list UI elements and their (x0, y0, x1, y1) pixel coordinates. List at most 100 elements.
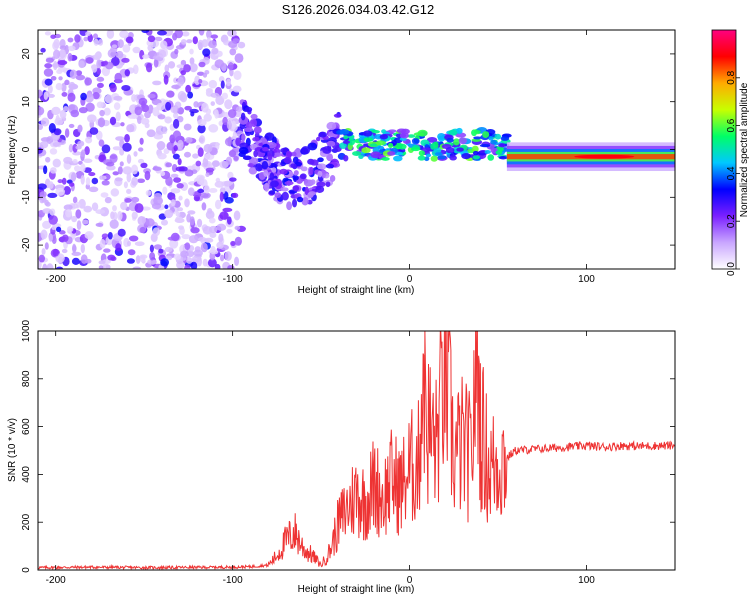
heatmap-cell (39, 141, 49, 149)
heatmap-cell (93, 38, 99, 46)
heatmap-cell (107, 254, 116, 261)
y-tick-label: 10 (21, 96, 32, 108)
heatmap-cell (388, 129, 397, 133)
heatmap-cell (117, 228, 126, 237)
heatmap-cell (167, 236, 177, 241)
heatmap-cell (183, 123, 192, 131)
heatmap-cell (182, 31, 190, 37)
x-tick-label: -100 (223, 575, 243, 586)
heatmap-cell (104, 94, 114, 104)
heatmap-cell (132, 266, 142, 269)
heatmap-cells (38, 30, 675, 269)
heatmap-cell (352, 151, 362, 156)
heatmap-cell (202, 72, 208, 78)
heatmap-cell (430, 155, 438, 162)
heatmap-cell (488, 136, 494, 141)
heatmap-y-axis-label: Frequency (Hz) (7, 116, 18, 185)
heatmap-cell (104, 196, 112, 204)
heatmap-cell (307, 192, 314, 198)
heatmap-cell (202, 258, 208, 267)
heatmap-cell (238, 146, 249, 154)
heatmap-cell (88, 186, 99, 193)
heatmap-cell (98, 38, 104, 46)
heatmap-cell (177, 106, 185, 115)
heatmap-cell (227, 264, 235, 269)
heatmap-cell (472, 150, 479, 156)
heatmap-cell (445, 146, 455, 154)
heatmap-cell (250, 113, 258, 120)
heatmap-cell (74, 201, 81, 209)
x-tick-label: 0 (407, 575, 413, 586)
heatmap-cell (178, 225, 185, 230)
heatmap-cell (343, 154, 349, 162)
heatmap-cell (144, 170, 151, 181)
heatmap-cell (110, 56, 120, 66)
heatmap-cell (456, 147, 464, 152)
heatmap-cell (59, 109, 67, 119)
x-tick-label: -200 (46, 274, 66, 285)
heatmap-cell (147, 35, 156, 43)
heatmap-cell (96, 59, 102, 70)
heatmap-cell (61, 82, 67, 93)
heatmap-cell (153, 244, 163, 250)
heatmap-cell (329, 175, 336, 182)
heatmap-cell (153, 196, 164, 206)
heatmap-cell (166, 90, 175, 98)
heatmap-cell (75, 70, 83, 76)
heatmap-cell (407, 134, 416, 138)
heatmap-cell (84, 231, 94, 240)
heatmap-cell (244, 127, 254, 132)
y-tick-label: -10 (21, 190, 32, 205)
heatmap-cell (474, 130, 481, 134)
heatmap-cell (69, 182, 75, 187)
heatmap-cell (253, 150, 258, 158)
heatmap-cell (134, 241, 145, 247)
heatmap-cell (494, 133, 502, 140)
heatmap-cell (58, 230, 66, 235)
heatmap-cell (152, 166, 162, 171)
heatmap-cell (200, 192, 211, 199)
heatmap-cell (370, 143, 378, 147)
heatmap-cell (45, 156, 51, 163)
heatmap-cell (291, 151, 297, 157)
heatmap-cell (322, 146, 332, 154)
heatmap-cell (99, 109, 105, 117)
heatmap-cell (210, 92, 220, 98)
heatmap-cell (226, 120, 232, 130)
heatmap-cell (101, 263, 111, 269)
heatmap-cell (174, 101, 182, 109)
heatmap-cell (173, 177, 182, 183)
heatmap-cell (72, 196, 78, 204)
snr-x-axis-label: Height of straight line (km) (298, 584, 415, 595)
heatmap-cell (111, 44, 118, 49)
heatmap-cell (43, 68, 54, 77)
heatmap-cell (55, 253, 65, 264)
heatmap-cell (115, 136, 125, 141)
heatmap-cell (370, 151, 382, 159)
heatmap-cell (174, 48, 179, 55)
heatmap-cell (40, 47, 46, 53)
heatmap-cell (70, 109, 80, 118)
heatmap-cell (271, 167, 277, 173)
heatmap-cell (197, 118, 207, 127)
heatmap-cell (343, 135, 349, 140)
heatmap-cell (165, 101, 172, 111)
heatmap-cell (215, 95, 225, 106)
snr-y-ticks: 0 200 400 600 800 1000 (21, 319, 675, 573)
heatmap-cell (201, 102, 209, 113)
heatmap-cell (261, 160, 269, 170)
heatmap-cell (135, 255, 141, 264)
heatmap-cell (210, 101, 215, 106)
heatmap-cell (75, 74, 86, 81)
heatmap-cell (101, 180, 110, 186)
heatmap-cell (206, 30, 212, 39)
heatmap-cell (183, 151, 191, 158)
heatmap-cell (70, 172, 77, 182)
heatmap-cell (40, 117, 50, 127)
heatmap-cell (112, 171, 120, 176)
heatmap-cell (196, 71, 205, 76)
heatmap-cell (262, 146, 269, 152)
heatmap-cell (208, 40, 217, 49)
heatmap-cell (185, 137, 193, 144)
snr-x-ticks: -200 -100 0 100 (46, 331, 595, 586)
